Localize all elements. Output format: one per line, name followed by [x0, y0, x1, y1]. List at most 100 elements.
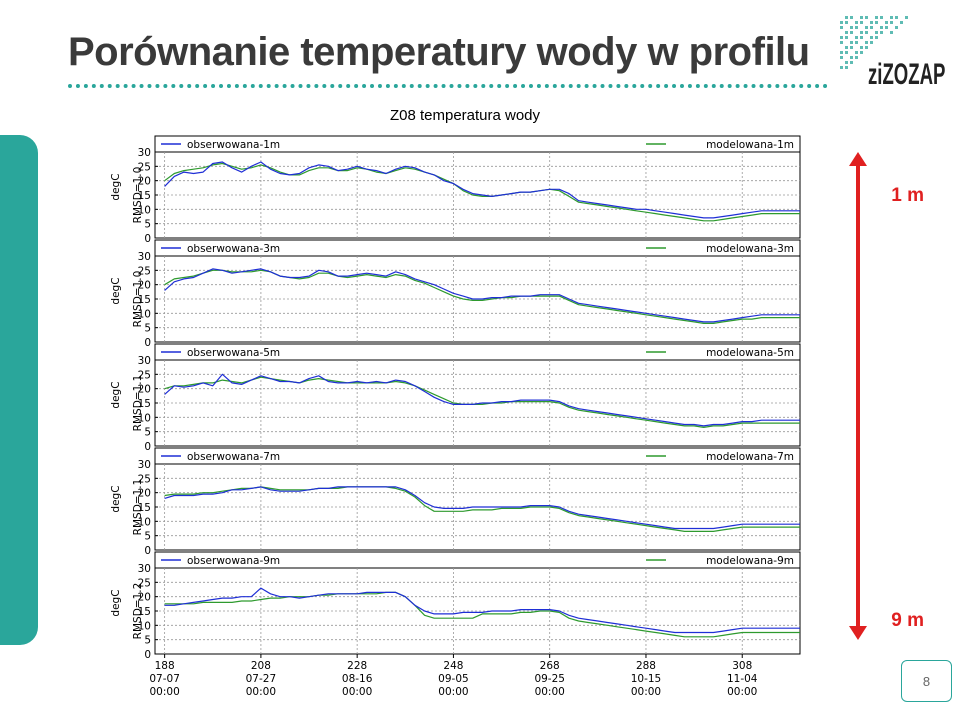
logo-dot: [890, 21, 893, 24]
y-tick-label: 30: [138, 459, 151, 471]
page-number-badge: 8: [901, 660, 952, 702]
x-tick-time: 00:00: [631, 686, 661, 698]
chart-panels: 0 5 10 15 20 25 30 degC RMSD=1.0 obserwowana-1m mo…: [110, 135, 801, 661]
logo-dot: [895, 16, 898, 19]
modelled-legend-label: modelowana-9m: [706, 555, 794, 567]
page-number: 8: [922, 673, 931, 689]
chart-panel: 0 5 10 15 20 25 30 degC RMSD=1.2 obserwowana-9m mo…: [110, 551, 801, 661]
logo-dot: [850, 26, 853, 29]
logo-dot: [875, 16, 878, 19]
logo-dot: [880, 26, 883, 29]
y-tick-label: 10: [138, 412, 151, 424]
logo-dot: [845, 31, 848, 34]
y-tick-label: 15: [138, 190, 151, 202]
observed-series-line: [164, 161, 800, 219]
logo-dot: [840, 36, 843, 39]
y-tick-label: 25: [138, 473, 151, 485]
logo-dot: [840, 21, 843, 24]
y-axis-label: degC: [110, 589, 122, 616]
logo-dot: [885, 26, 888, 29]
rmsd-label: RMSD=1.1: [132, 479, 144, 536]
rmsd-label: RMSD=1.0: [132, 271, 144, 328]
logo-dot-grid: [840, 16, 908, 69]
x-tick-day: 228: [347, 660, 367, 672]
modelled-legend-label: modelowana-7m: [706, 451, 794, 463]
y-tick-label: 0: [144, 441, 151, 453]
logo-dot: [855, 36, 858, 39]
x-tick-day: 188: [155, 660, 175, 672]
modelled-legend-label: modelowana-3m: [706, 243, 794, 255]
chart-panel: 0 5 10 15 20 25 30 degC RMSD=1.0 obserwowana-3m mo…: [110, 239, 801, 349]
logo-dot: [865, 16, 868, 19]
logo-wordmark: ziZOZAP: [868, 58, 945, 92]
logo-dot: [865, 26, 868, 29]
left-accent-tab: [0, 135, 38, 645]
modelled-legend-label: modelowana-1m: [706, 139, 794, 151]
x-tick-time: 00:00: [438, 686, 468, 698]
x-tick-day: 288: [636, 660, 656, 672]
y-tick-label: 5: [144, 531, 151, 543]
logo-dot: [860, 46, 863, 49]
logo-dot: [870, 21, 873, 24]
logo-dot: [880, 31, 883, 34]
x-tick-time: 00:00: [342, 686, 372, 698]
observed-legend-label: obserwowana-1m: [187, 139, 280, 151]
logo-dot: [850, 46, 853, 49]
y-tick-label: 25: [138, 161, 151, 173]
y-tick-label: 30: [138, 147, 151, 159]
y-tick-label: 15: [138, 502, 151, 514]
rmsd-label: RMSD=1.0: [132, 167, 144, 224]
logo-dot: [850, 16, 853, 19]
logo-dot: [850, 31, 853, 34]
y-axis-label: degC: [110, 485, 122, 512]
logo-dot: [845, 51, 848, 54]
observed-legend-label: obserwowana-7m: [187, 451, 280, 463]
logo-dot: [860, 21, 863, 24]
logo-dot: [840, 51, 843, 54]
logo-dot: [865, 41, 868, 44]
chart-title: Z08 temperatura wody: [390, 107, 541, 124]
x-axis: 18807-0700:0020807-2700:0022808-1600:002…: [149, 654, 758, 698]
logo-dot: [845, 36, 848, 39]
y-tick-label: 30: [138, 355, 151, 367]
observed-series-line: [164, 587, 800, 634]
logo-dot: [885, 21, 888, 24]
x-tick-time: 00:00: [246, 686, 276, 698]
x-tick-day: 308: [732, 660, 752, 672]
depth-label-top: 1 m: [891, 185, 924, 206]
y-axis-label: degC: [110, 381, 122, 408]
logo-dot: [845, 46, 848, 49]
x-tick-date: 10-15: [631, 673, 662, 685]
x-tick-day: 208: [251, 660, 271, 672]
y-tick-label: 20: [138, 384, 151, 396]
rmsd-label: RMSD=1.1: [132, 375, 144, 432]
x-tick-day: 248: [443, 660, 463, 672]
y-tick-label: 5: [144, 219, 151, 231]
x-tick-date: 11-04: [727, 673, 758, 685]
title-underline: [68, 84, 828, 88]
y-axis-label: degC: [110, 277, 122, 304]
logo-dot: [870, 36, 873, 39]
temperature-profile-chart: Z08 temperatura wody 0 5 10 15 20 25 30 degC RMS…: [110, 107, 801, 698]
logo-dot: [860, 51, 863, 54]
y-tick-label: 20: [138, 176, 151, 188]
y-tick-label: 15: [138, 398, 151, 410]
y-tick-label: 25: [138, 369, 151, 381]
logo-dot: [870, 26, 873, 29]
x-tick-date: 07-27: [246, 673, 277, 685]
y-tick-label: 25: [138, 577, 151, 589]
logo-dot: [855, 51, 858, 54]
y-tick-label: 10: [138, 204, 151, 216]
zizozap-logo: ziZOZAP: [840, 16, 945, 92]
logo-dot: [855, 41, 858, 44]
chart-panel: 0 5 10 15 20 25 30 degC RMSD=1.1 obserwowana-7m mo…: [110, 447, 801, 557]
logo-dot: [845, 16, 848, 19]
logo-dot: [850, 61, 853, 64]
y-tick-label: 0: [144, 337, 151, 349]
observed-legend-label: obserwowana-9m: [187, 555, 280, 567]
logo-dot: [880, 16, 883, 19]
logo-dot: [840, 26, 843, 29]
logo-dot: [890, 16, 893, 19]
logo-dot: [890, 31, 893, 34]
observed-legend-label: obserwowana-5m: [187, 347, 280, 359]
